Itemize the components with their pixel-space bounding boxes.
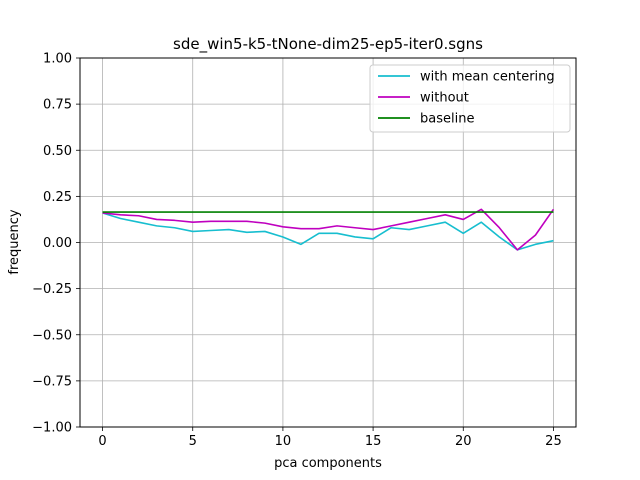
y-axis-title: frequency (7, 209, 22, 275)
y-tick-label: −0.50 (32, 328, 72, 343)
y-tick-label: −1.00 (32, 421, 72, 436)
y-tick-label: 0.50 (43, 144, 72, 159)
series-line-without (102, 208, 555, 251)
x-tick-label: 5 (189, 434, 197, 449)
chart-title: sde_win5-k5-tNone-dim25-ep5-iter0.sgns (173, 35, 483, 54)
series-line-with-mean-centering (102, 212, 554, 251)
y-tick-label: −0.25 (32, 282, 72, 297)
legend-label-baseline: baseline (420, 112, 474, 127)
series-layer (102, 208, 555, 251)
x-axis-title: pca components (274, 456, 382, 471)
x-tick-label: 25 (545, 434, 562, 449)
x-tick-label: 10 (275, 434, 292, 449)
x-tick-label: 15 (365, 434, 382, 449)
y-tick-label: 0.75 (43, 98, 72, 113)
y-tick-label: 0.25 (43, 190, 72, 205)
y-tick-label: 0.00 (43, 236, 72, 251)
legend-label-without: without (420, 91, 469, 106)
x-tick-label: 20 (455, 434, 472, 449)
legend-box (369, 64, 571, 133)
legend: with mean centering without baseline (369, 64, 571, 133)
axis-ticks: 0 5 10 15 20 25 −1.00 −0.75 −0.50 −0.25 0.00 0.25 0.… (32, 52, 562, 450)
legend-label-with-mean-centering: with mean centering (420, 70, 555, 85)
y-tick-label: −0.75 (32, 374, 72, 389)
x-tick-label: 0 (98, 434, 106, 449)
y-tick-label: 1.00 (43, 52, 72, 67)
